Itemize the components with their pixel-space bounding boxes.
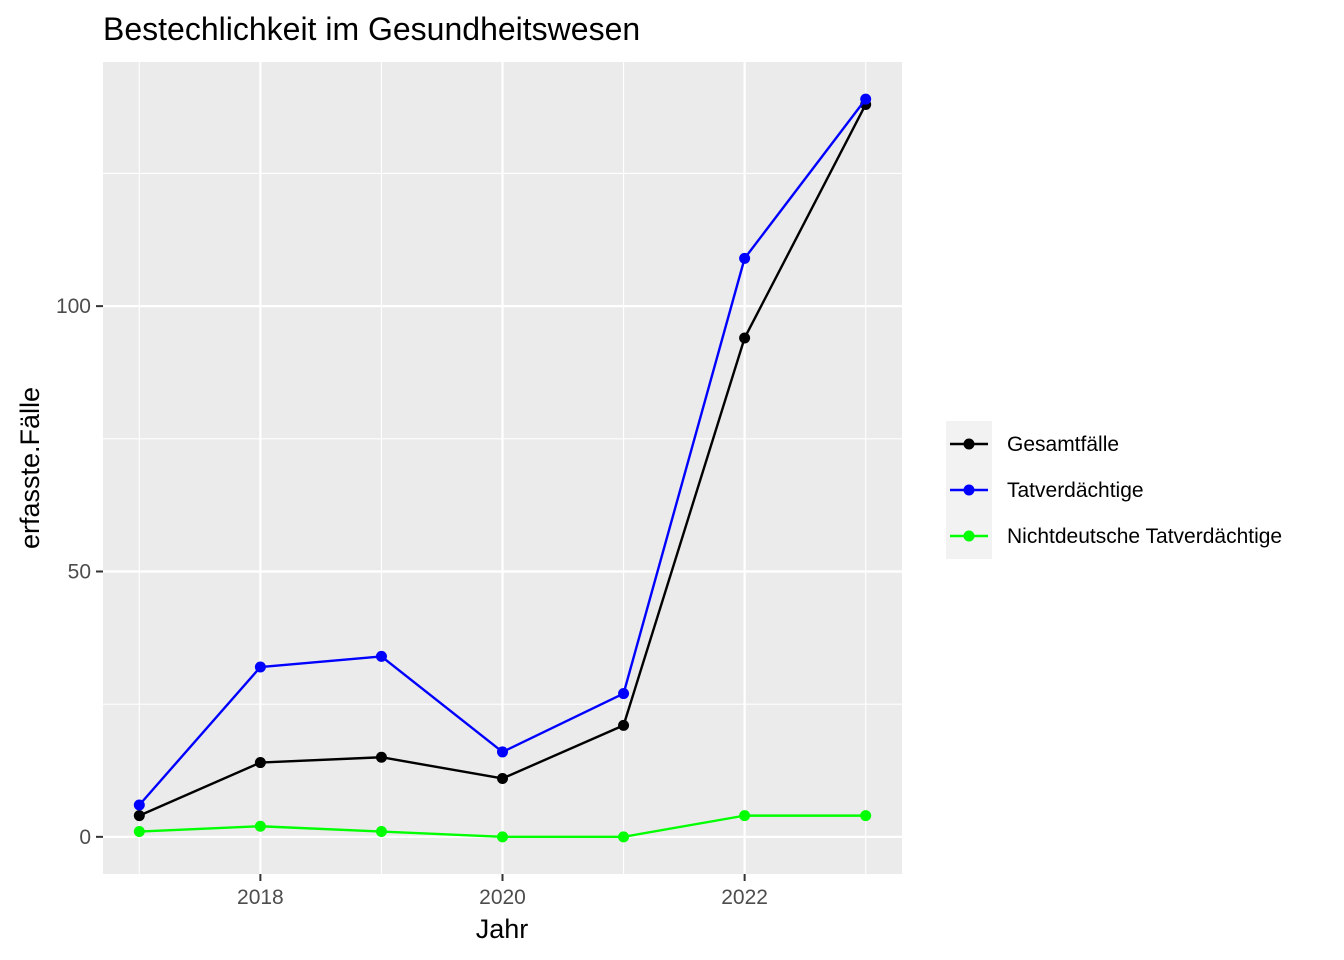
series-1	[133, 98, 872, 822]
y-axis-title: erfasste.Fälle	[15, 387, 45, 549]
legend-label: Nichtdeutsche Tatverdächtige	[1007, 525, 1282, 548]
y-tick-label: 100	[56, 295, 91, 318]
x-tick-label: 2022	[721, 886, 768, 909]
data-point	[375, 751, 387, 763]
data-point	[254, 820, 266, 832]
data-point	[375, 826, 387, 838]
data-point	[860, 810, 872, 822]
data-point	[497, 746, 508, 758]
legend-item: Tatverdächtige	[950, 479, 1144, 502]
data-point	[618, 719, 630, 731]
data-point	[497, 831, 508, 843]
series-layer	[133, 93, 872, 843]
data-point	[497, 772, 508, 784]
data-point	[133, 799, 145, 811]
data-point	[739, 332, 751, 344]
data-point	[375, 650, 387, 662]
x-tick-label: 2020	[479, 886, 526, 909]
data-point	[618, 688, 630, 700]
y-tick-label: 0	[79, 826, 91, 849]
data-point	[739, 252, 751, 264]
y-axis-ticks: 0 50 100	[56, 295, 103, 849]
x-axis-title: Jahr	[476, 914, 529, 944]
legend-item: Gesamtfälle	[950, 433, 1119, 456]
y-tick-label: 50	[68, 560, 91, 583]
legend-key-point	[963, 438, 975, 450]
legend-item: Nichtdeutsche Tatverdächtige	[950, 525, 1282, 548]
data-point	[254, 661, 266, 673]
data-point	[739, 810, 751, 822]
legend-key-point	[963, 484, 975, 496]
series-2	[133, 93, 872, 811]
legend-label: Gesamtfälle	[1007, 433, 1119, 456]
legend-key-point	[963, 530, 975, 542]
data-point	[133, 810, 145, 822]
data-point	[133, 826, 145, 838]
x-axis-ticks: 2018 2020 2022	[237, 874, 768, 909]
series-3	[133, 810, 872, 843]
legend: Gesamtfälle Tatverdächtige Nichtdeutsche T…	[946, 421, 1282, 559]
data-point	[860, 93, 872, 105]
x-tick-label: 2018	[237, 886, 284, 909]
legend-label: Tatverdächtige	[1007, 479, 1144, 502]
data-point	[618, 831, 630, 843]
chart-title: Bestechlichkeit im Gesundheitswesen	[103, 11, 640, 47]
data-point	[254, 757, 266, 769]
